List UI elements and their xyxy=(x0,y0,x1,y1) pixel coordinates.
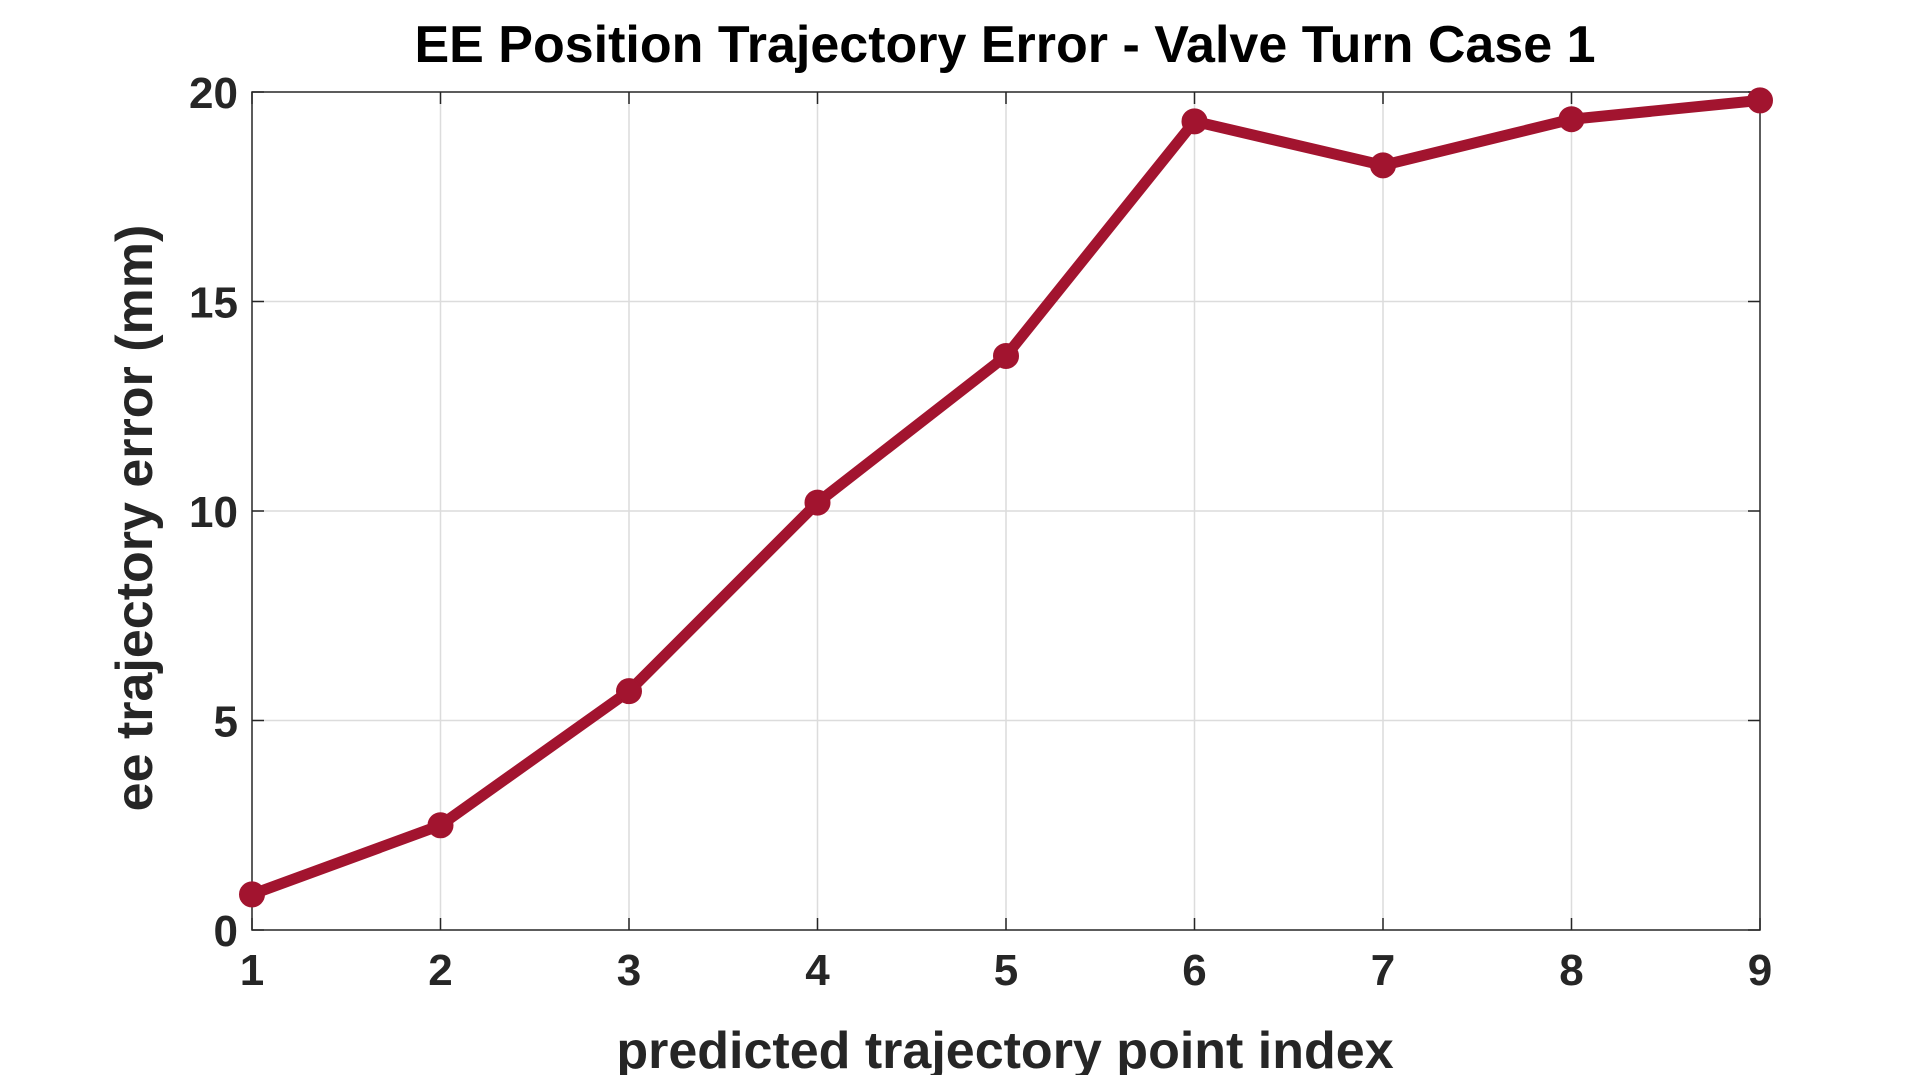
x-tick-label: 9 xyxy=(1748,946,1772,995)
data-point xyxy=(1181,108,1208,135)
y-tick-label: 10 xyxy=(189,488,238,537)
data-point xyxy=(616,678,642,705)
data-point xyxy=(427,812,454,839)
data-point xyxy=(1558,106,1585,133)
y-tick-label: 20 xyxy=(189,69,238,118)
x-tick-label: 5 xyxy=(994,946,1018,995)
data-point xyxy=(1747,87,1773,114)
x-tick-label: 6 xyxy=(1182,946,1206,995)
data-point xyxy=(239,881,265,908)
x-tick-label: 8 xyxy=(1559,946,1583,995)
grid xyxy=(252,92,1760,930)
series-layer xyxy=(239,87,1773,908)
x-axis-label: predicted trajectory point index xyxy=(616,1022,1393,1075)
y-tick-label: 15 xyxy=(189,279,238,328)
y-tick-label: 5 xyxy=(214,698,238,747)
x-tick-label: 1 xyxy=(240,946,264,995)
chart-title: EE Position Trajectory Error - Valve Tur… xyxy=(414,16,1595,74)
x-tick-label: 4 xyxy=(805,946,830,995)
axis-ticks: 1 2 3 4 5 6 7 8 9 0 5 10 15 20 xyxy=(189,69,1772,995)
y-tick-label: 0 xyxy=(214,907,238,956)
y-axis-label: ee trajectory error (mm) xyxy=(106,225,164,812)
data-point xyxy=(993,342,1019,369)
x-tick-label: 7 xyxy=(1371,946,1395,995)
x-tick-label: 3 xyxy=(617,946,641,995)
data-point xyxy=(1370,152,1396,179)
x-tick-label: 2 xyxy=(428,946,452,995)
data-point xyxy=(804,489,831,516)
